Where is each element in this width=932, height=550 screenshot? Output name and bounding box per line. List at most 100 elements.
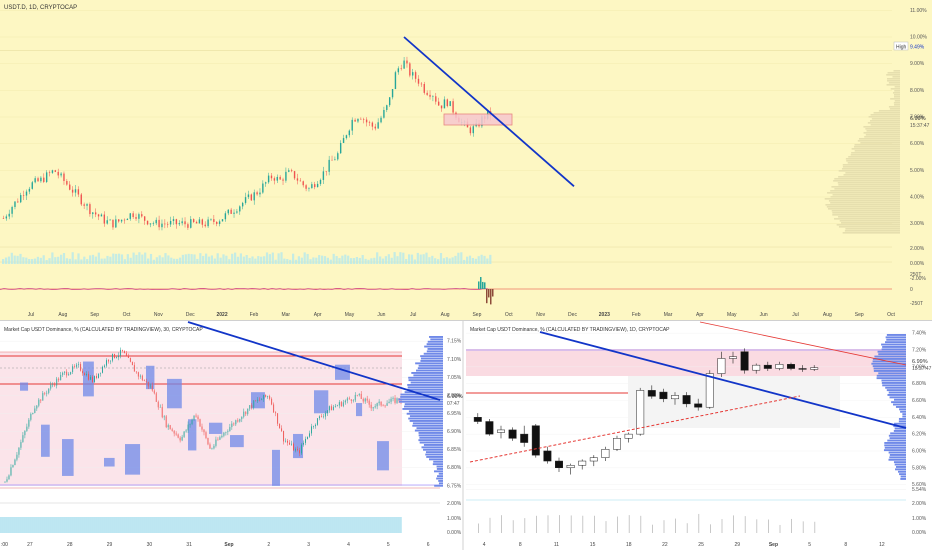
panel-a-volume-bar <box>286 259 289 264</box>
panel-a-volume-bar <box>410 254 414 264</box>
time-tick-label: Oct <box>123 312 131 318</box>
panel-a-candle-body <box>412 72 414 76</box>
panel-b-candle-body <box>40 399 42 401</box>
panel-b-candle-body <box>225 432 227 433</box>
panel-a-candle-body <box>97 214 100 217</box>
panel-a-candle-body <box>334 159 336 161</box>
time-tick-label: 8 <box>844 542 847 548</box>
time-tick-label: Feb <box>250 312 259 318</box>
panel-a-volume-bar <box>181 254 184 264</box>
panel-b-profile-bar <box>418 432 443 434</box>
panel-a-profile-bar <box>851 152 900 154</box>
osc-axis-label: 2.00% <box>912 501 927 507</box>
time-tick-label: Jul <box>28 312 34 318</box>
panel-b-candle-body <box>267 396 269 397</box>
panel-c-profile-bar <box>885 336 906 339</box>
panel-c-profile-bar <box>895 406 906 408</box>
panel-a-background <box>0 0 932 320</box>
panel-a-candle-body <box>149 223 152 225</box>
time-tick-label: 27 <box>27 542 33 548</box>
panel-a-candle-body <box>429 94 431 97</box>
panel-a-profile-bar <box>859 138 900 140</box>
panel-b-candle-body <box>106 360 107 366</box>
volume-axis-label: -2.00% <box>910 276 926 282</box>
panel-b-candle-body <box>275 412 277 414</box>
panel-a-volume-bar <box>271 252 274 264</box>
panel-c-volume-bar <box>570 515 572 533</box>
panel-a-volume-bar <box>399 252 402 264</box>
panel-c-range-zone <box>466 349 906 376</box>
panel-b-candle-body <box>68 374 70 376</box>
panel-a-candle-body <box>319 179 322 184</box>
panel-a-osc-line <box>0 288 489 290</box>
panel-c-profile-bar <box>898 420 906 423</box>
panel-b-candle-body <box>123 350 125 354</box>
panel-c-profile-bar <box>890 432 906 435</box>
panel-a-profile-bar <box>838 216 900 218</box>
panel-a-volume-bar <box>428 257 431 264</box>
panel-b-session-profile <box>104 457 115 467</box>
panel-b-candle-body <box>324 413 326 417</box>
panel-a-volume-bar <box>326 257 329 264</box>
panel-a-profile-bar <box>839 220 900 222</box>
panel-a-candle-body <box>397 68 400 73</box>
panel-a-volume-bar <box>454 255 457 264</box>
panel-a-volume-bar <box>45 259 48 264</box>
panel-a-profile-bar <box>894 94 900 96</box>
high-tag-box[interactable] <box>893 41 909 51</box>
panel-b-profile-bar <box>421 446 443 449</box>
panel-a-profile-bar <box>834 178 900 180</box>
panel-a-profile-bar <box>830 202 900 204</box>
panel-a-candle-body <box>377 122 379 129</box>
osc-axis-label: 0.00% <box>912 530 927 536</box>
panel-a-profile-bar <box>892 92 900 94</box>
panel-b-candle-body <box>370 404 372 409</box>
panel-a-candles <box>2 56 492 231</box>
panel-a-candle-body <box>276 176 278 181</box>
panel-a-candle-body <box>89 204 91 215</box>
panel-a-candle-body <box>175 219 178 225</box>
panel-c-candle-body <box>613 438 621 450</box>
panel-b-candle-body <box>46 392 48 394</box>
panel-a-volume-bar <box>236 256 240 264</box>
panel-a-candle-body <box>383 109 385 118</box>
panel-a-volume-bar <box>358 257 361 264</box>
panel-a-candle-body <box>273 178 276 181</box>
panel-b-candle-body <box>94 376 95 383</box>
panel-a-volume-bar <box>184 254 187 264</box>
panel-b-profile-bar <box>420 355 443 358</box>
panel-b-volume-band <box>0 517 402 533</box>
panel-b-candle-body <box>227 431 229 433</box>
panel-b-candle-body <box>48 388 50 393</box>
panel-a-candle-body <box>43 177 45 182</box>
panel-a-profile-bar <box>824 198 900 200</box>
panel-b-candle-body <box>167 425 169 428</box>
time-tick-label: 31 <box>186 542 192 548</box>
panel-a-profile-bar <box>894 104 900 106</box>
osc-axis-label: 1.00% <box>912 516 927 522</box>
panel-c-profile-bar <box>889 396 906 399</box>
panel-b-candle-body <box>14 459 16 466</box>
panel-b-candle-body <box>133 365 135 372</box>
panel-b-profile-bar <box>423 352 443 355</box>
panel-a-supply-zone <box>443 113 513 126</box>
panel-b-candle-body <box>215 439 217 446</box>
panel-c-profile-bar <box>887 394 906 396</box>
panel-a-volume-bar <box>321 255 324 264</box>
price-tick-label: 7.20% <box>912 348 927 354</box>
panel-a-profile-bar <box>878 110 900 112</box>
panel-b-candle-body <box>205 432 207 439</box>
panel-c-profile-bar <box>888 458 906 461</box>
panel-a-volume-bar <box>422 254 425 264</box>
panel-b-candle-body <box>113 353 115 358</box>
price-tick-label: 5.00% <box>910 168 925 174</box>
panel-a-volume-bar <box>466 256 469 264</box>
panel-a-profile-bar <box>841 168 900 170</box>
panel-a-volume-bar <box>390 257 393 264</box>
panel-a-volume-bar <box>228 259 231 264</box>
time-tick-label: Mar <box>281 312 290 318</box>
panel-a-profile-bar <box>888 106 900 108</box>
panel-a-candle-body <box>63 173 65 181</box>
panel-a-profile-bar <box>831 186 900 188</box>
panel-a-candle-body <box>394 72 397 90</box>
